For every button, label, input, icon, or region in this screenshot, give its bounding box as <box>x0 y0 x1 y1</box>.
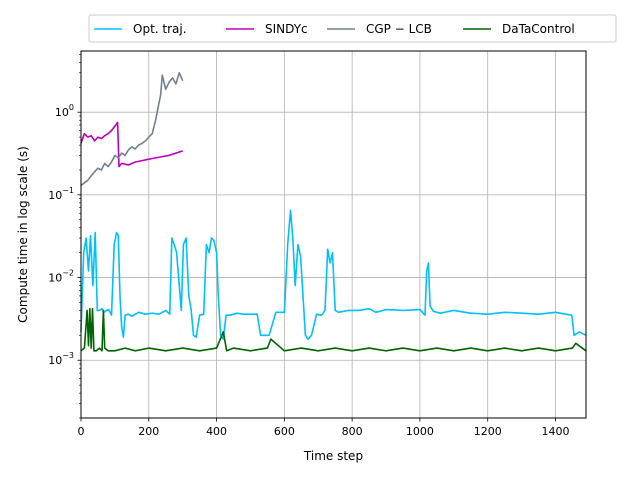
y-axis: 10−3 10−2 10−1 100 <box>48 54 81 419</box>
x-tick-label: 1200 <box>474 425 502 438</box>
x-tick-label: 0 <box>78 425 85 438</box>
series-line-0 <box>80 209 587 340</box>
y-tick-label: 10−3 <box>48 351 74 367</box>
legend-label: Opt. traj. <box>133 22 187 36</box>
y-axis-label: Compute time in log scale (s) <box>16 146 30 323</box>
plot-frame <box>80 50 587 419</box>
plot-background <box>81 51 586 418</box>
legend-label: DaTaControl <box>502 22 575 36</box>
series-line-3 <box>80 307 587 352</box>
series-line-1 <box>80 121 183 168</box>
legend-label: SINDYc <box>265 22 308 36</box>
x-axis: 0 200 400 600 800 1000 1200 1400 <box>78 418 569 438</box>
legend-label: CGP − LCB <box>366 22 432 36</box>
x-tick-label: 200 <box>138 425 159 438</box>
y-tick-label: 100 <box>55 103 74 119</box>
x-tick-label: 600 <box>274 425 295 438</box>
series-line-2 <box>80 72 184 187</box>
x-tick-label: 1400 <box>541 425 569 438</box>
legend: Opt. traj. SINDYc CGP − LCB DaTaControl <box>88 14 617 43</box>
x-tick-label: 1000 <box>406 425 434 438</box>
x-axis-label: Time step <box>303 449 363 463</box>
grid-lines <box>80 51 586 418</box>
series-layer <box>80 72 587 352</box>
x-tick-label: 400 <box>206 425 227 438</box>
y-tick-label: 10−2 <box>48 269 74 285</box>
y-tick-label: 10−1 <box>48 186 74 202</box>
x-tick-label: 800 <box>342 425 363 438</box>
